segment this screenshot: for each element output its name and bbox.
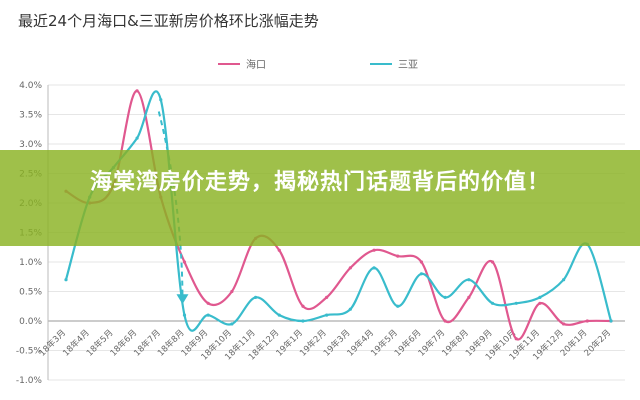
data-point-haikou[interactable] bbox=[419, 260, 424, 264]
data-point-sanya[interactable] bbox=[419, 272, 424, 276]
y-tick-label: -1.0% bbox=[16, 376, 43, 386]
legend-label-sanya: 三亚 bbox=[398, 60, 418, 71]
data-point-haikou[interactable] bbox=[182, 260, 187, 264]
x-tick-label: 20年2月 bbox=[582, 327, 613, 358]
y-tick-label: 0.5% bbox=[19, 288, 42, 298]
data-point-sanya[interactable] bbox=[372, 266, 376, 270]
data-point-sanya[interactable] bbox=[348, 307, 352, 311]
data-point-sanya[interactable] bbox=[277, 313, 281, 317]
data-point-sanya[interactable] bbox=[301, 319, 305, 323]
headline-banner: 海棠湾房价走势，揭秘热门话题背后的价值！ bbox=[0, 150, 640, 246]
data-point-sanya[interactable] bbox=[396, 304, 400, 308]
legend-label-haikou: 海口 bbox=[246, 60, 266, 71]
data-point-sanya[interactable] bbox=[253, 295, 258, 299]
data-point-haikou[interactable] bbox=[443, 319, 447, 323]
data-point-haikou[interactable] bbox=[325, 295, 329, 299]
series-layer bbox=[64, 89, 613, 341]
data-point-haikou[interactable] bbox=[277, 248, 281, 252]
legend: 海口 三亚 bbox=[0, 56, 640, 72]
data-point-sanya[interactable] bbox=[325, 313, 329, 317]
y-tick-label: 0.0% bbox=[19, 317, 42, 327]
headline-text: 海棠湾房价走势，揭秘热门话题背后的价值！ bbox=[89, 170, 550, 195]
annotation-arrowhead bbox=[176, 294, 189, 305]
data-point-sanya[interactable] bbox=[609, 319, 613, 323]
data-point-haikou[interactable] bbox=[348, 266, 352, 270]
data-point-haikou[interactable] bbox=[585, 319, 589, 323]
y-tick-label: 3.0% bbox=[19, 140, 42, 150]
data-point-haikou[interactable] bbox=[135, 89, 139, 93]
chart-title: 最近24个月海口&三亚新房价格环比涨幅走势 bbox=[18, 12, 319, 30]
x-axis: 18年3月18年4月18年5月18年6月18年7月18年8月18年9月18年10… bbox=[37, 327, 613, 362]
data-point-sanya[interactable] bbox=[490, 301, 495, 305]
data-point-haikou[interactable] bbox=[206, 301, 210, 305]
y-tick-label: -0.5% bbox=[16, 347, 43, 357]
data-point-haikou[interactable] bbox=[562, 322, 566, 326]
data-point-sanya[interactable] bbox=[562, 278, 566, 282]
y-tick-label: 1.0% bbox=[19, 258, 42, 268]
data-point-haikou[interactable] bbox=[467, 295, 471, 299]
legend-item-haikou[interactable]: 海口 bbox=[218, 56, 266, 71]
legend-item-sanya[interactable]: 三亚 bbox=[370, 56, 418, 71]
data-point-sanya[interactable] bbox=[206, 313, 210, 317]
data-point-sanya[interactable] bbox=[514, 301, 518, 305]
data-point-haikou[interactable] bbox=[396, 254, 400, 258]
data-point-sanya[interactable] bbox=[538, 295, 542, 299]
data-point-sanya[interactable] bbox=[443, 295, 447, 299]
data-point-sanya[interactable] bbox=[159, 98, 163, 102]
y-tick-label: 3.5% bbox=[19, 111, 42, 121]
data-point-haikou[interactable] bbox=[372, 248, 376, 252]
legend-swatch-haikou bbox=[218, 62, 240, 65]
annotation-layer bbox=[157, 111, 189, 305]
data-point-sanya[interactable] bbox=[64, 278, 68, 282]
data-point-haikou[interactable] bbox=[301, 304, 305, 308]
data-point-haikou[interactable] bbox=[538, 301, 542, 305]
data-point-sanya[interactable] bbox=[230, 322, 234, 326]
y-tick-label: 4.0% bbox=[19, 81, 42, 91]
legend-swatch-sanya bbox=[370, 62, 392, 65]
data-point-sanya[interactable] bbox=[135, 136, 139, 140]
data-point-haikou[interactable] bbox=[230, 289, 234, 294]
data-point-sanya[interactable] bbox=[182, 313, 187, 317]
data-point-haikou[interactable] bbox=[514, 337, 518, 341]
data-point-sanya[interactable] bbox=[467, 278, 471, 282]
data-point-haikou[interactable] bbox=[490, 260, 495, 264]
